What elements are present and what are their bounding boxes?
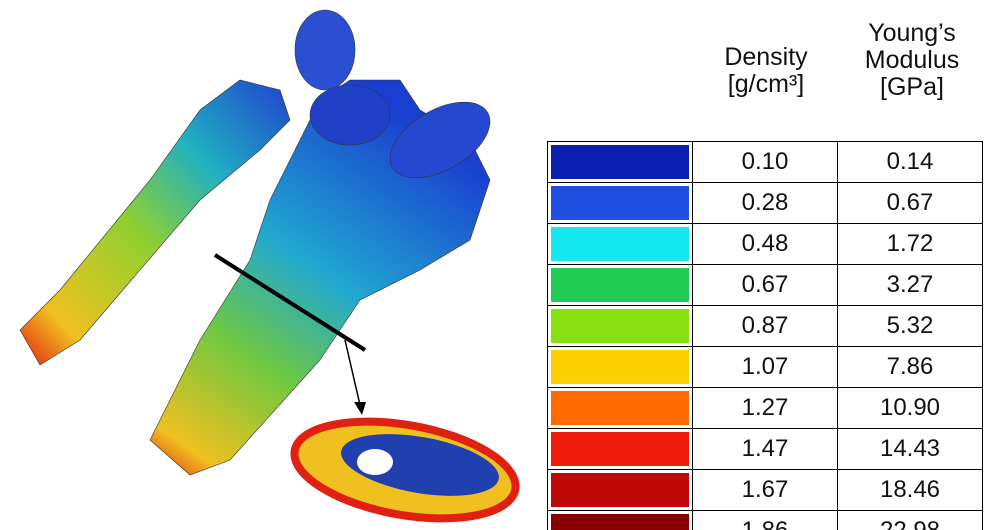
modulus-cell: 1.72 — [838, 224, 983, 265]
swatch-cell — [548, 265, 693, 306]
swatch-cell — [548, 511, 693, 530]
color-swatch — [551, 514, 689, 530]
color-swatch — [551, 309, 689, 343]
header-line: Density — [693, 44, 839, 71]
swatch-cell — [548, 470, 693, 511]
modulus-cell: 5.32 — [838, 306, 983, 347]
density-cell: 1.27 — [693, 388, 838, 429]
modulus-cell: 22.98 — [838, 511, 983, 530]
arrow — [345, 340, 360, 405]
modulus-cell: 3.27 — [838, 265, 983, 306]
swatch-cell — [548, 388, 693, 429]
color-swatch — [551, 268, 689, 302]
swatch-cell — [548, 224, 693, 265]
header-line: Young’s — [839, 20, 985, 47]
color-swatch — [551, 473, 689, 507]
arrow-head — [354, 402, 366, 415]
color-swatch — [551, 145, 689, 179]
swatch-cell — [548, 347, 693, 388]
header-density: Density[g/cm³] — [693, 44, 839, 98]
swatch-cell — [548, 183, 693, 224]
modulus-cell: 0.14 — [838, 142, 983, 183]
modulus-cell: 10.90 — [838, 388, 983, 429]
color-swatch — [551, 186, 689, 220]
bone-top — [295, 10, 355, 90]
density-cell: 1.47 — [693, 429, 838, 470]
density-cell: 0.10 — [693, 142, 838, 183]
color-swatch — [551, 350, 689, 384]
density-cell: 0.87 — [693, 306, 838, 347]
modulus-cell: 18.46 — [838, 470, 983, 511]
header-line: [g/cm³] — [693, 71, 839, 98]
figure: Density[g/cm³] Young’sModulus[GPa] 0.100… — [0, 0, 989, 530]
density-cell: 0.48 — [693, 224, 838, 265]
modulus-cell: 14.43 — [838, 429, 983, 470]
canal — [357, 449, 393, 475]
density-cell: 0.67 — [693, 265, 838, 306]
swatch-cell — [548, 429, 693, 470]
color-swatch — [551, 391, 689, 425]
color-swatch — [551, 432, 689, 466]
swatch-cell — [548, 306, 693, 347]
modulus-cell: 7.86 — [838, 347, 983, 388]
density-cell: 1.67 — [693, 470, 838, 511]
header-line: Modulus — [839, 47, 985, 74]
bone-model — [0, 0, 545, 530]
swatch-cell — [548, 142, 693, 183]
header-line: [GPa] — [839, 74, 985, 101]
color-swatch — [551, 227, 689, 261]
density-cell: 0.28 — [693, 183, 838, 224]
modulus-cell: 0.67 — [838, 183, 983, 224]
density-cell: 1.07 — [693, 347, 838, 388]
bone-head — [310, 85, 390, 145]
density-cell: 1.86 — [693, 511, 838, 530]
row: 1.8622.98 — [548, 511, 983, 530]
